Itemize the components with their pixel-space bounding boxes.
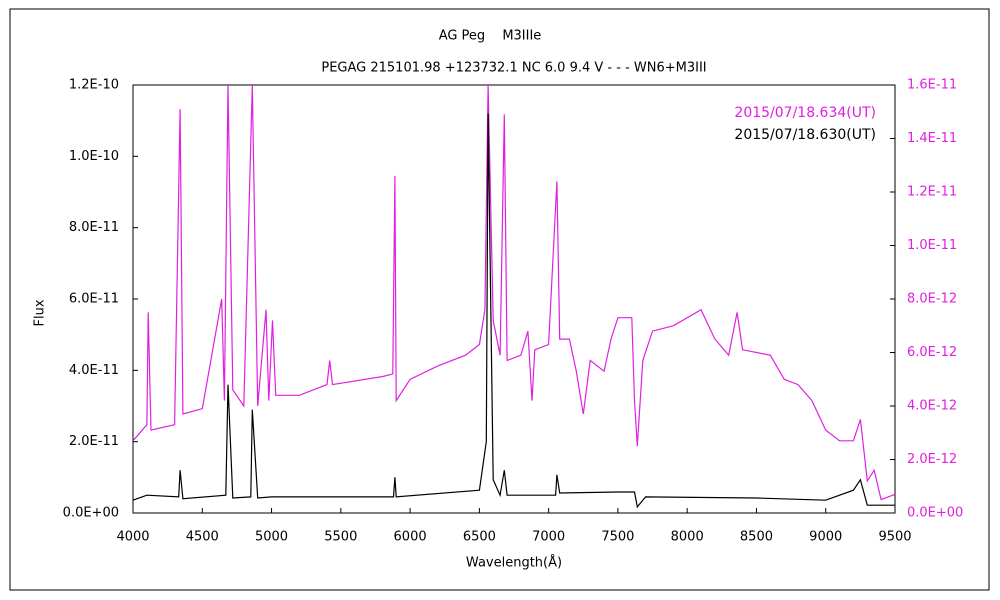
series-line — [133, 113, 895, 509]
y2-tick-label: 0.0E+00 — [907, 506, 963, 521]
x-tick-label: 9000 — [809, 530, 842, 545]
y2-tick-label: 1.4E-11 — [907, 131, 957, 146]
y2-tick-label: 4.0E-12 — [907, 399, 957, 414]
x-tick-label: 5500 — [324, 530, 357, 545]
y2-tick-label: 2.0E-12 — [907, 452, 957, 467]
x-tick-label: 6000 — [394, 530, 427, 545]
x-tick-label: 9500 — [878, 530, 911, 545]
plot-frame — [132, 84, 896, 514]
y-tick-label: 4.0E-11 — [69, 363, 119, 378]
x-tick-label: 6500 — [463, 530, 496, 545]
y-tick-label: 1.0E-10 — [69, 149, 119, 164]
x-tick-label: 7500 — [601, 530, 634, 545]
x-tick-label: 8000 — [671, 530, 704, 545]
y-tick-label: 2.0E-11 — [69, 434, 119, 449]
x-tick-label: 4000 — [116, 530, 149, 545]
chart-title: AG Peg M3IIIe — [439, 29, 542, 44]
y-tick-label: 8.0E-11 — [69, 220, 119, 235]
x-tick-label: 4500 — [186, 530, 219, 545]
series-line — [133, 84, 895, 501]
chart-subtitle: PEGAG 215101.98 +123732.1 NC 6.0 9.4 V -… — [321, 61, 706, 76]
x-tick-label: 7000 — [532, 530, 565, 545]
y-tick-label: 1.2E-10 — [69, 78, 119, 93]
y2-tick-label: 1.2E-11 — [907, 185, 957, 200]
y2-tick-label: 1.6E-11 — [907, 78, 957, 93]
x-axis-label: Wavelength(Å) — [466, 555, 562, 571]
y2-tick-label: 1.0E-11 — [907, 238, 957, 253]
y-tick-label: 0.0E+00 — [63, 506, 119, 521]
y-axis-label: Flux — [33, 299, 48, 326]
y2-tick-label: 8.0E-12 — [907, 292, 957, 307]
y-tick-label: 6.0E-11 — [69, 292, 119, 307]
y2-tick-label: 6.0E-12 — [907, 345, 957, 360]
x-tick-label: 8500 — [740, 530, 773, 545]
legend-entry: 2015/07/18.634(UT) — [734, 105, 876, 121]
x-tick-label: 5000 — [255, 530, 288, 545]
outer-frame — [9, 8, 990, 591]
legend-entry: 2015/07/18.630(UT) — [734, 127, 876, 143]
